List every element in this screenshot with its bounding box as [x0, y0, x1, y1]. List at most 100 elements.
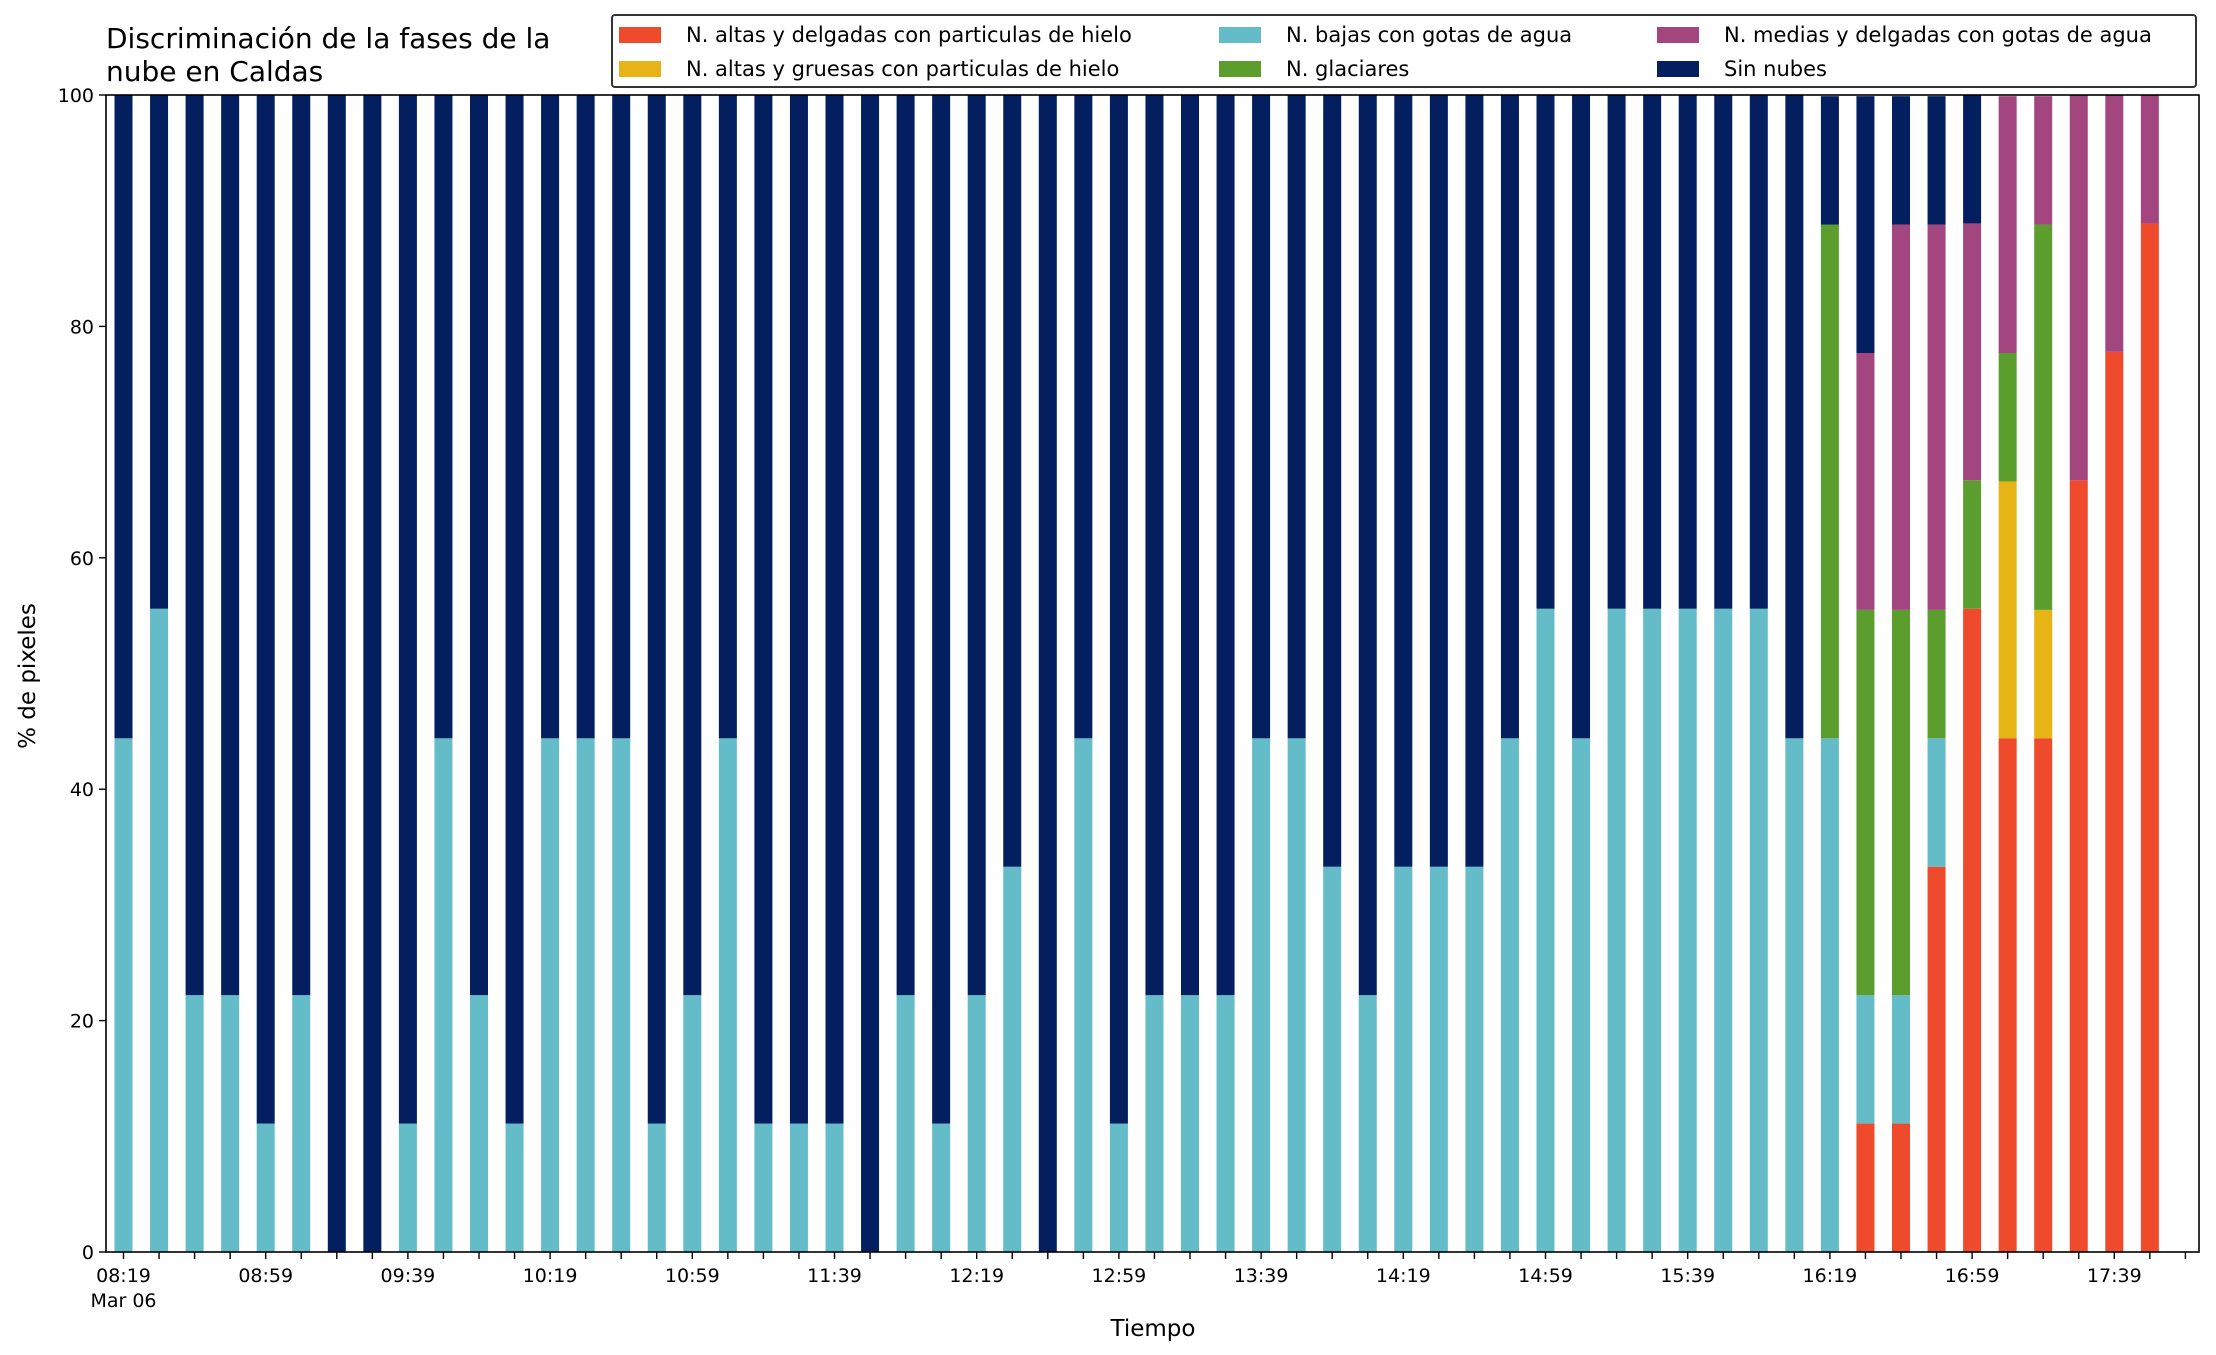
bar-segment-s5-48 — [1820, 96, 1839, 225]
bar-segment-s2-23 — [932, 1123, 951, 1252]
x-tick-label: 15:39 — [1660, 1265, 1715, 1287]
bar-segment-s3-52 — [1963, 480, 1982, 609]
legend-swatch — [1219, 27, 1261, 43]
bar-segment-s5-27 — [1074, 95, 1093, 739]
bar-segment-s5-9 — [434, 95, 453, 739]
bar-segment-s0-54 — [2034, 738, 2053, 1252]
x-tick-label: 16:59 — [1945, 1265, 2000, 1287]
bar-segment-s2-10 — [470, 995, 488, 1252]
bar-segment-s5-4 — [256, 95, 275, 1124]
y-tick-label: 60 — [70, 548, 94, 570]
bar-segment-s2-14 — [612, 738, 631, 1252]
chart-title: Discriminación de la fases de la nube en… — [106, 22, 550, 88]
bar-segment-s2-30 — [1181, 995, 1199, 1252]
bar-segment-s5-7 — [363, 95, 382, 1252]
x-tick-label: 14:19 — [1376, 1265, 1431, 1287]
bar-segment-s5-35 — [1358, 95, 1377, 996]
bar-segment-s2-35 — [1358, 995, 1377, 1252]
bar-segment-s2-8 — [398, 1123, 417, 1252]
bar-segment-s5-40 — [1536, 95, 1555, 609]
bar-segment-s5-36 — [1394, 95, 1413, 867]
bar-segment-s5-47 — [1785, 95, 1804, 739]
bar-segment-s4-56 — [2105, 95, 2124, 352]
legend-swatch — [619, 61, 661, 77]
bar-segment-s3-49 — [1856, 609, 1875, 996]
bar-segment-s1-53 — [1998, 481, 2017, 739]
bar-segment-s4-57 — [2140, 95, 2159, 224]
bar-segment-s5-18 — [754, 95, 773, 1124]
legend-item-altas-delgadas: N. altas y delgadas con particulas de hi… — [619, 20, 1132, 50]
bar-segment-s4-54 — [2034, 96, 2053, 225]
legend-item-sin-nubes: Sin nubes — [1657, 54, 1827, 84]
bar-segment-s3-50 — [1892, 609, 1910, 996]
bar-segment-s5-3 — [221, 95, 240, 996]
bar-segment-s5-23 — [932, 95, 951, 1124]
bar-segment-s2-12 — [541, 738, 560, 1252]
axes-layer: 0 20 40 60 80 100 08:19 08:59 09:39 10:19 10:59 11:… — [58, 85, 2200, 1312]
bar-segment-s5-30 — [1181, 95, 1199, 996]
bar-segment-s2-17 — [718, 738, 737, 1252]
bar-segment-s2-42 — [1607, 608, 1626, 1252]
legend-label: N. altas y gruesas con particulas de hie… — [686, 57, 1120, 81]
bar-segment-s2-50 — [1892, 995, 1910, 1124]
bar-segment-s5-20 — [825, 95, 844, 1124]
x-axis-label: Tiempo — [1110, 1316, 1196, 1342]
bar-segment-s4-53 — [1998, 96, 2017, 354]
bar-segment-s1-54 — [2034, 609, 2053, 739]
legend-label: N. altas y delgadas con particulas de hi… — [686, 23, 1132, 47]
bar-segment-s5-6 — [327, 95, 346, 1252]
bar-segment-s2-25 — [1003, 866, 1022, 1252]
bar-segment-s3-48 — [1820, 224, 1839, 739]
bar-segment-s5-52 — [1963, 95, 1982, 224]
bar-segment-s2-4 — [256, 1123, 275, 1252]
bar-segment-s5-49 — [1856, 96, 1875, 354]
x-tick-label: 10:19 — [523, 1265, 578, 1287]
x-tick-label: 12:19 — [949, 1265, 1004, 1287]
bar-segment-s2-44 — [1678, 608, 1697, 1252]
bar-segment-s3-53 — [1998, 353, 2017, 482]
bar-segment-s2-40 — [1536, 608, 1555, 1252]
bar-segment-s5-33 — [1287, 95, 1306, 739]
bar-segment-s5-15 — [647, 95, 666, 1124]
bar-segment-s5-21 — [861, 95, 880, 1252]
bar-segment-s2-11 — [505, 1123, 524, 1252]
x-tick-label: 10:59 — [665, 1265, 720, 1287]
bar-segment-s2-32 — [1252, 738, 1271, 1252]
bar-segment-s2-49 — [1856, 995, 1875, 1124]
bar-segment-s5-13 — [576, 95, 595, 739]
x-tick-label: 09:39 — [381, 1265, 436, 1287]
bar-segment-s5-29 — [1145, 95, 1164, 996]
x-tick-label: 16:19 — [1803, 1265, 1858, 1287]
bar-segment-s0-49 — [1856, 1123, 1875, 1252]
legend-label: Sin nubes — [1724, 57, 1827, 81]
bar-segment-s5-38 — [1465, 95, 1484, 867]
bar-segment-s5-45 — [1714, 95, 1733, 609]
legend-swatch — [1657, 61, 1699, 77]
bar-segment-s2-31 — [1216, 995, 1235, 1252]
bar-segment-s2-45 — [1714, 608, 1733, 1252]
bar-segment-s5-34 — [1323, 95, 1342, 867]
bar-segment-s2-0 — [114, 738, 133, 1252]
bar-segment-s4-52 — [1963, 223, 1982, 481]
y-axis-label: % de pixeles — [15, 603, 41, 749]
bar-segment-s5-24 — [967, 95, 986, 996]
y-tick-label: 80 — [70, 316, 94, 338]
bar-segment-s2-19 — [789, 1123, 808, 1252]
bar-segment-s3-54 — [2034, 224, 2053, 610]
bar-segment-s5-22 — [896, 95, 915, 996]
bar-segment-s2-9 — [434, 738, 453, 1252]
bar-segment-s5-51 — [1927, 96, 1946, 225]
x-tick-label: 17:39 — [2087, 1265, 2142, 1287]
x-tick-label: 13:39 — [1234, 1265, 1289, 1287]
bar-segment-s2-46 — [1749, 608, 1768, 1252]
bar-segment-s2-29 — [1145, 995, 1164, 1252]
bar-segment-s4-50 — [1892, 224, 1910, 610]
bar-segment-s0-57 — [2140, 223, 2159, 1253]
bar-segment-s2-47 — [1785, 738, 1804, 1252]
x-tick-label: 14:59 — [1518, 1265, 1573, 1287]
bar-segment-s2-24 — [967, 995, 986, 1252]
bar-segment-s2-33 — [1287, 738, 1306, 1252]
bar-segment-s0-51 — [1927, 866, 1946, 1252]
bar-segment-s2-51 — [1927, 738, 1946, 867]
